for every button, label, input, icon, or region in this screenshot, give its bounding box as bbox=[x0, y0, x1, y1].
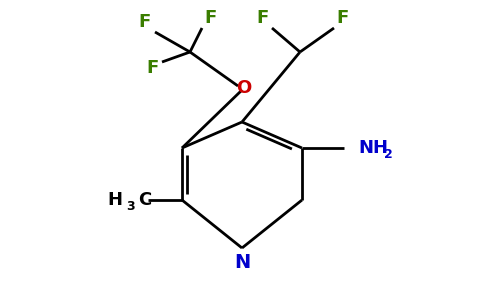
Text: F: F bbox=[204, 9, 216, 27]
Text: F: F bbox=[336, 9, 348, 27]
Text: C: C bbox=[138, 191, 151, 209]
Text: F: F bbox=[256, 9, 268, 27]
Text: F: F bbox=[146, 59, 158, 77]
Text: 2: 2 bbox=[384, 148, 393, 160]
Text: H: H bbox=[107, 191, 122, 209]
Text: N: N bbox=[234, 253, 250, 272]
Text: O: O bbox=[236, 79, 252, 97]
Text: NH: NH bbox=[358, 139, 388, 157]
Text: 3: 3 bbox=[126, 200, 135, 214]
Text: F: F bbox=[139, 13, 151, 31]
